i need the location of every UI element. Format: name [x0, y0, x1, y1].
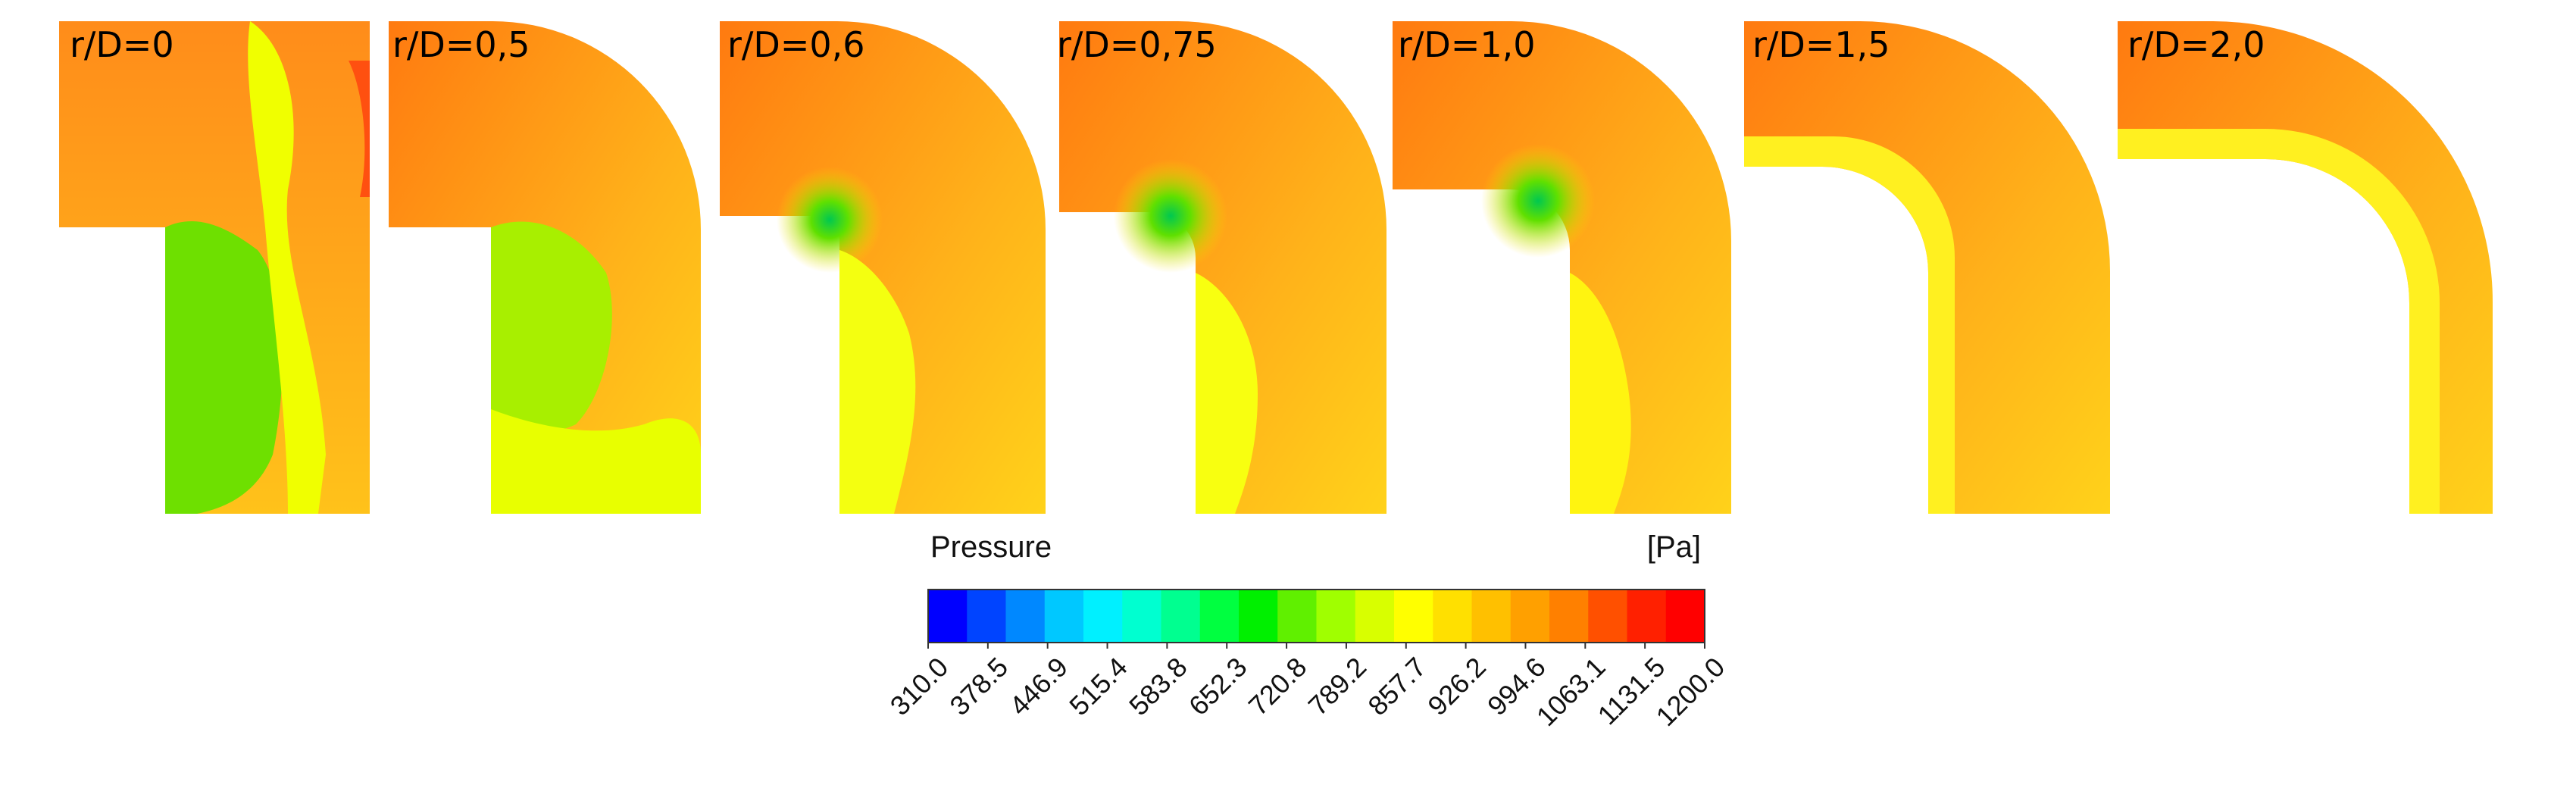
colorbar-tick-label: 446.9 — [1003, 651, 1074, 721]
colorbar-tick-label: 926.2 — [1421, 651, 1492, 721]
colorbar-swatch — [1588, 590, 1628, 643]
pressure-field-high — [349, 61, 370, 197]
bend-geometry — [1059, 21, 1386, 514]
colorbar-swatch — [967, 590, 1007, 643]
colorbar-border — [927, 589, 1705, 643]
pressure-field-mid — [1196, 273, 1258, 514]
colorbar-swatch — [1355, 590, 1395, 643]
panel-label: r/D=0,5 — [392, 24, 530, 65]
bend-geometry — [1744, 21, 2110, 514]
colorbar-tick-label: 720.8 — [1243, 651, 1313, 721]
colorbar-tick-label: 857.7 — [1361, 651, 1432, 721]
pressure-field-mid — [2118, 129, 2440, 514]
colorbar-tick-label: 1200.0 — [1649, 651, 1730, 732]
panel-label: r/D=0,6 — [727, 24, 865, 65]
colorbar-swatch — [1433, 590, 1473, 643]
panel-label: r/D=2,0 — [2127, 24, 2265, 65]
low-pressure-spot — [1114, 159, 1227, 273]
colorbar-tick-label: 652.3 — [1183, 651, 1253, 721]
colorbar-tick-label: 789.2 — [1302, 651, 1373, 721]
pressure-field-low — [165, 221, 283, 514]
panel-rd-1-0: r/D=1,0 — [1393, 21, 1731, 514]
panel-rd-0-6: r/D=0,6 — [720, 21, 1046, 514]
colorbar-swatch — [1627, 590, 1667, 643]
colorbar-swatch — [1122, 590, 1162, 643]
panel-rd-1-5: r/D=1,5 — [1744, 21, 2110, 514]
colorbar-swatch — [1199, 590, 1240, 643]
colorbar-swatch — [1005, 590, 1046, 643]
colorbar-tick-label: 1063.1 — [1530, 651, 1612, 732]
panel-label: r/D=0 — [70, 24, 174, 65]
colorbar-swatch — [1161, 590, 1201, 643]
pressure-field-mid — [1744, 136, 1955, 514]
colorbar-title: Pressure — [930, 530, 1052, 564]
pressure-field-mid — [491, 409, 701, 514]
colorbar-swatch — [1510, 590, 1550, 643]
colorbar-swatch — [1277, 590, 1318, 643]
colorbar-swatch — [1665, 590, 1705, 643]
panel-rd-0-75: r/D=0,75 — [1057, 21, 1386, 514]
colorbar-tick-label: 310.0 — [884, 651, 955, 721]
colorbar-swatch — [1394, 590, 1433, 643]
panel-rd-0: r/D=0 — [59, 21, 370, 514]
bend-geometry — [720, 21, 1046, 514]
pressure-field-mid — [248, 21, 326, 514]
panel-rd-2-0: r/D=2,0 — [2118, 21, 2493, 514]
panel-label: r/D=1,5 — [1752, 24, 1890, 65]
colorbar-swatch — [1471, 590, 1512, 643]
colorbar-swatch — [1549, 590, 1589, 643]
bend-geometry — [1393, 21, 1731, 514]
colorbar-swatch — [1044, 590, 1084, 643]
pressure-field-low — [491, 221, 612, 431]
pressure-field-mid — [1570, 273, 1631, 514]
colorbar-swatch — [1316, 590, 1356, 643]
colorbar-tick-label: 583.8 — [1123, 651, 1193, 721]
low-pressure-spot — [1481, 144, 1595, 258]
colorbar-tick-labels: 310.0378.5446.9515.4583.8652.3720.8789.2… — [884, 643, 1730, 732]
panel-rd-0-5: r/D=0,5 — [389, 21, 701, 514]
low-pressure-spot — [777, 167, 883, 273]
panel-label: r/D=1,0 — [1398, 24, 1536, 65]
colorbar-swatch — [1083, 590, 1123, 643]
colorbar-swatch — [928, 590, 968, 643]
colorbar-unit: [Pa] — [1647, 530, 1701, 564]
pressure-field-mid — [839, 250, 916, 514]
panel-label: r/D=0,75 — [1057, 24, 1217, 65]
colorbar-tick-label: 515.4 — [1063, 651, 1133, 721]
colorbar-swatches — [928, 590, 1705, 643]
colorbar-swatch — [1239, 590, 1278, 643]
colorbar: Pressure [Pa] 310.0378.5446.9515.4583.86… — [884, 530, 1731, 732]
colorbar-tick-label: 378.5 — [943, 651, 1014, 721]
